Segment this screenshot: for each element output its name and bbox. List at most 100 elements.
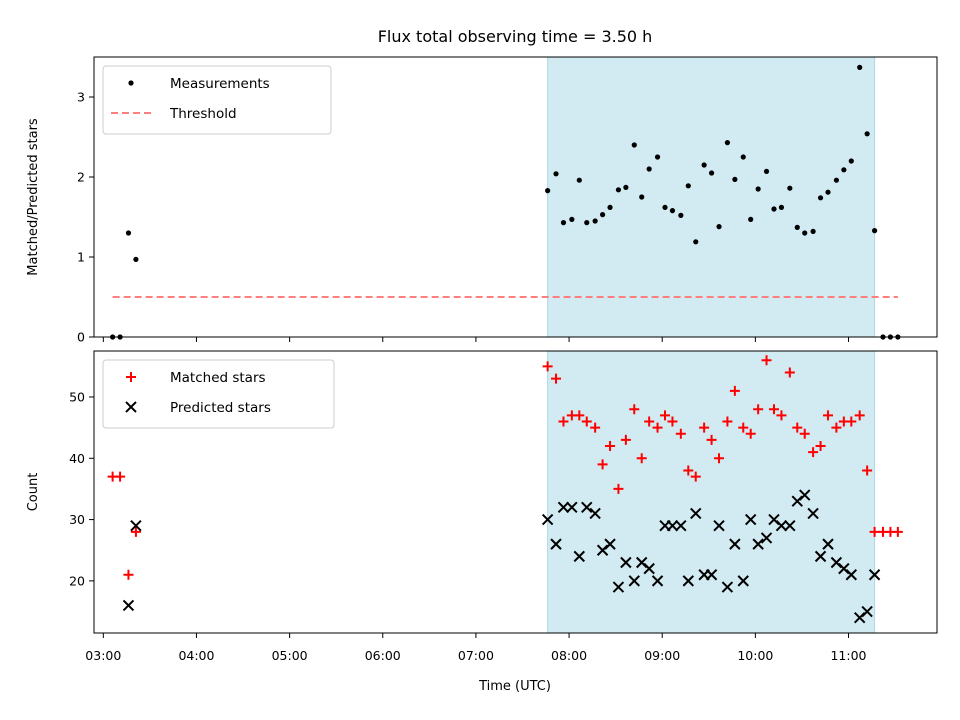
x-tick-label: 11:00	[830, 648, 866, 663]
data-point	[846, 416, 857, 427]
x-axis-label: Time (UTC)	[478, 679, 551, 694]
data-point	[708, 170, 715, 176]
data-point	[807, 507, 819, 520]
data-point	[778, 204, 785, 210]
data-point	[551, 373, 562, 384]
data-point	[732, 176, 738, 182]
ratio-panel: 0 1 2 3 Matched/Predicted stars Measurements T…	[26, 56, 938, 345]
y-tick-label: 30	[69, 512, 85, 527]
data-point	[125, 230, 132, 236]
x-axis-ticks: 03:00 04:00 05:00 06:00 07:00 08:00 09:00 10:00…	[85, 648, 866, 663]
data-point	[690, 471, 701, 482]
data-point	[589, 507, 601, 520]
shaded-region	[547, 56, 876, 338]
data-point	[814, 550, 827, 563]
data-point	[558, 416, 569, 427]
data-point	[683, 465, 694, 476]
data-point	[636, 453, 647, 464]
y-axis-label: Count	[26, 473, 41, 512]
data-point	[615, 187, 622, 193]
data-point	[122, 599, 135, 612]
data-point	[693, 239, 699, 245]
data-point	[123, 569, 134, 580]
data-point	[574, 410, 585, 421]
series-measurements	[110, 64, 901, 340]
data-point	[643, 562, 655, 575]
data-point	[721, 581, 734, 593]
data-point	[716, 224, 722, 230]
data-point	[599, 212, 606, 218]
chart-title: Flux total observing time = 3.50 h	[378, 27, 653, 46]
data-point	[631, 142, 637, 148]
data-point	[763, 168, 770, 174]
count-panel: 20 30 40 50 Count Matched stars Predicted star…	[26, 350, 938, 638]
data-point	[748, 216, 754, 222]
x-tick-label: 05:00	[272, 648, 308, 663]
data-point	[573, 550, 586, 563]
data-point	[605, 441, 616, 452]
data-point	[784, 520, 796, 532]
data-point	[604, 538, 616, 550]
data-point	[831, 422, 842, 433]
data-point	[682, 575, 694, 587]
y-axis-label: Matched/Predicted stars	[26, 118, 41, 276]
x-tick-label: 07:00	[458, 648, 494, 663]
data-point	[667, 416, 678, 427]
data-point	[662, 204, 668, 210]
data-point	[729, 538, 741, 550]
data-point	[666, 520, 679, 532]
data-point	[729, 385, 740, 396]
x-tick-label: 03:00	[85, 648, 121, 663]
axes-frame	[93, 56, 938, 338]
data-point	[678, 212, 684, 218]
data-point	[705, 569, 718, 581]
data-point	[845, 569, 858, 581]
data-point	[775, 520, 788, 532]
data-point	[794, 224, 800, 230]
legend-x-swatch	[125, 401, 137, 413]
data-point	[639, 194, 645, 200]
data-point	[841, 167, 847, 173]
data-point	[738, 422, 749, 433]
data-point	[817, 195, 824, 201]
data-point	[541, 513, 554, 526]
data-point	[628, 575, 640, 587]
data-point	[745, 428, 756, 439]
data-point	[545, 188, 551, 194]
data-point	[753, 404, 764, 415]
data-point	[823, 410, 834, 421]
data-point	[760, 532, 773, 544]
data-point	[576, 177, 582, 183]
data-point	[869, 526, 880, 537]
data-point	[706, 434, 717, 445]
data-point	[833, 177, 839, 183]
data-point	[584, 220, 590, 226]
data-point	[701, 162, 707, 168]
x-tick-label: 10:00	[737, 648, 773, 663]
data-point	[607, 204, 613, 210]
data-point	[612, 581, 625, 593]
data-point	[799, 428, 810, 439]
data-point	[550, 538, 562, 550]
data-point	[771, 206, 777, 212]
data-point	[808, 447, 819, 458]
data-point	[825, 189, 831, 195]
series-matched-stars	[107, 355, 903, 580]
data-point	[130, 526, 141, 537]
data-point	[699, 422, 710, 433]
legend-box	[102, 65, 332, 135]
data-point	[569, 216, 575, 222]
data-point	[792, 422, 803, 433]
data-point	[560, 220, 567, 226]
data-point	[675, 520, 687, 532]
data-point	[848, 158, 854, 164]
y-tick-label: 1	[77, 250, 85, 265]
x-tick-label: 09:00	[644, 648, 680, 663]
data-point	[115, 471, 126, 482]
data-point	[787, 185, 793, 191]
axes-frame	[93, 350, 938, 634]
data-point	[799, 489, 811, 501]
x-tick-label: 08:00	[551, 648, 587, 663]
data-point	[651, 575, 664, 587]
